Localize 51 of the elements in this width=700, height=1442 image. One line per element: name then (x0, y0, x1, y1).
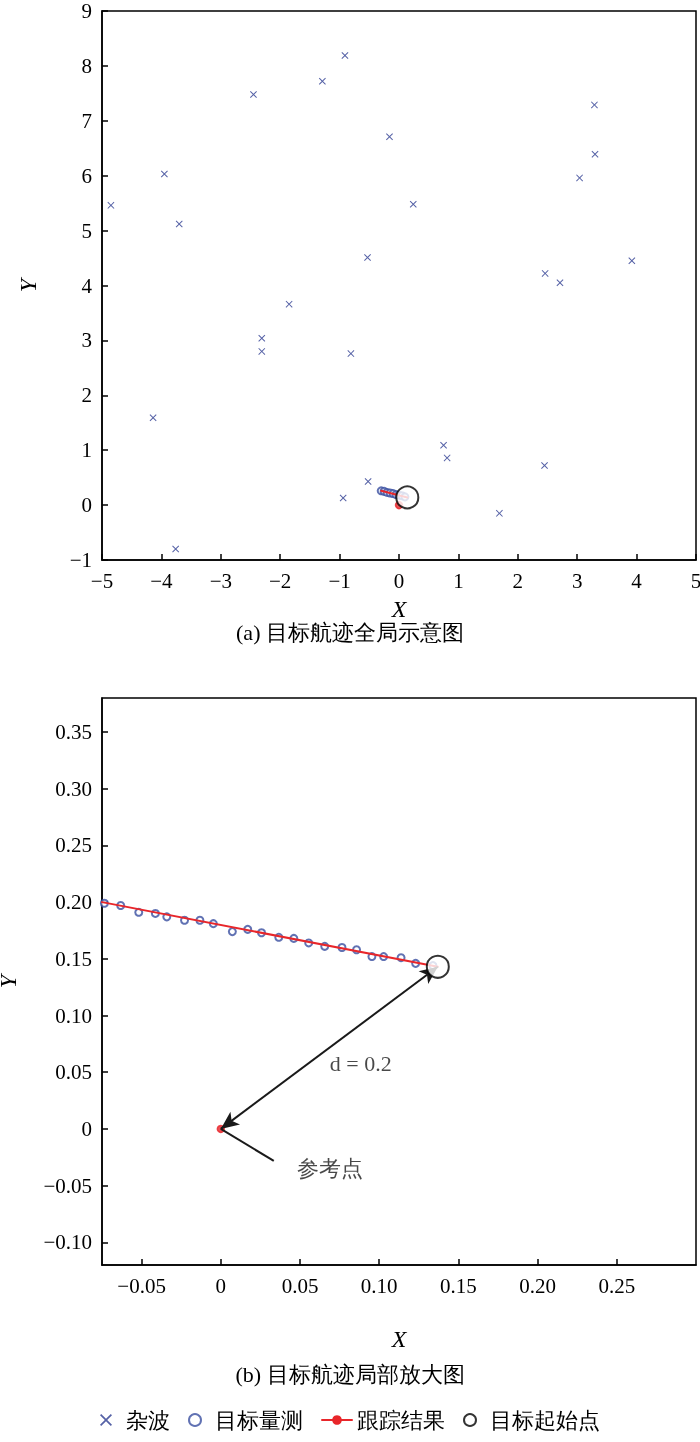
text: (a) 目标航迹全局示意图 (236, 619, 464, 645)
x-tick-label: −5 (90, 568, 114, 593)
y-tick-label: 0.20 (55, 890, 92, 915)
x-tick-label: −4 (150, 568, 174, 593)
x-tick-label: 0 (215, 1273, 227, 1298)
legend-label: 跟踪结果 (357, 1407, 445, 1433)
legend-label: 目标起始点 (490, 1407, 600, 1433)
x-tick-label: 0.25 (598, 1273, 636, 1298)
x-tick-label: 3 (571, 568, 583, 593)
y-tick-label: 2 (81, 383, 92, 408)
y-tick-label: −0.10 (43, 1230, 92, 1255)
y-tick-label: 6 (81, 163, 92, 188)
text: (b) 目标航迹局部放大图 (235, 1361, 465, 1387)
y-tick-label: 0.10 (55, 1003, 92, 1028)
y-tick-label: 7 (81, 108, 92, 133)
x-tick-label: 0.20 (519, 1273, 556, 1298)
x-tick-label: 0.05 (281, 1273, 319, 1298)
x-axis-title: X (390, 1326, 408, 1352)
y-tick-label: 8 (81, 53, 92, 78)
y-tick-label: 0.05 (55, 1060, 92, 1085)
y-tick-label: −0.05 (43, 1173, 92, 1198)
y-tick-label: 0.15 (55, 946, 92, 971)
x-tick-label: 2 (512, 568, 524, 593)
legend-label: 目标量测 (215, 1407, 303, 1433)
x-tick-label: 1 (453, 568, 464, 593)
y-tick-label: 0.35 (55, 720, 92, 745)
legend-label: 杂波 (126, 1407, 170, 1433)
x-tick-label: 0 (393, 568, 405, 593)
y-tick-label: 0.30 (55, 776, 92, 801)
annotation: d = 0.2 (329, 1051, 392, 1077)
y-tick-label: 3 (81, 328, 92, 353)
y-tick-label: 0 (81, 1116, 92, 1141)
x-tick-label: −3 (209, 568, 232, 593)
annotation: 参考点 (297, 1156, 364, 1182)
x-tick-label: −0.05 (117, 1273, 166, 1298)
x-tick-label: 5 (690, 568, 700, 593)
x-tick-label: −2 (269, 568, 292, 593)
y-tick-label: 9 (81, 0, 92, 23)
y-tick-label: 1 (81, 438, 92, 463)
x-tick-label: 4 (631, 568, 643, 593)
y-tick-label: −1 (69, 548, 92, 572)
x-tick-label: 0.15 (440, 1273, 477, 1298)
y-axis-title: Y (15, 276, 41, 293)
x-tick-label: 0.10 (360, 1273, 398, 1298)
y-tick-label: 0 (81, 493, 92, 518)
x-axis-title: X (390, 596, 408, 622)
y-tick-label: 4 (81, 273, 93, 298)
y-tick-label: 0.25 (55, 833, 92, 858)
x-tick-label: −1 (328, 568, 351, 593)
y-tick-label: 5 (81, 218, 92, 243)
y-axis-title: Y (0, 972, 21, 989)
